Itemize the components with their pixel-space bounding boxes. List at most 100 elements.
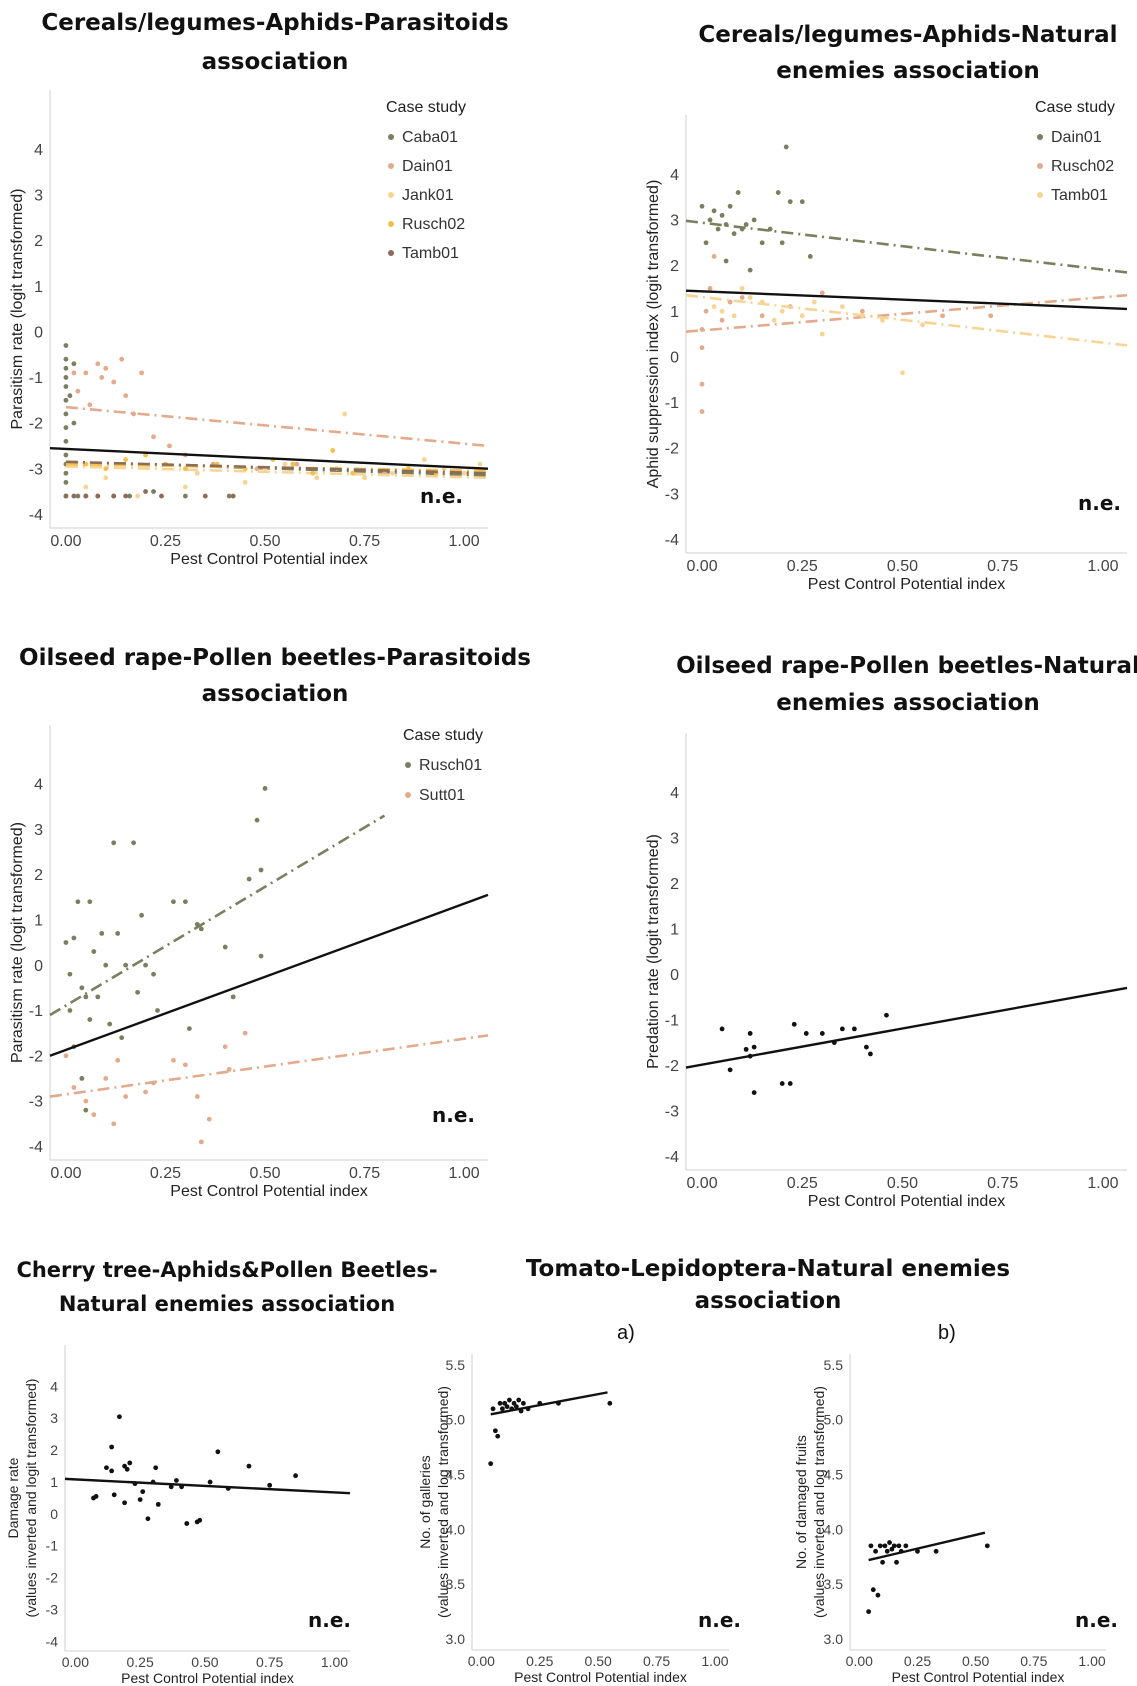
data-point bbox=[151, 434, 156, 440]
y-axis-label: Predation rate (logit transformed) bbox=[645, 834, 662, 1069]
x-tick-label: 0.75 bbox=[1020, 1653, 1047, 1669]
data-point bbox=[516, 1397, 522, 1403]
data-point bbox=[727, 1067, 733, 1073]
data-point bbox=[513, 1404, 519, 1410]
data-point bbox=[819, 1031, 825, 1036]
data-point bbox=[864, 1044, 869, 1050]
y-tick-label: -1 bbox=[665, 1012, 679, 1029]
x-tick-label: 0.75 bbox=[349, 1165, 380, 1182]
data-point bbox=[67, 393, 73, 399]
data-point bbox=[103, 1076, 109, 1081]
x-tick-label: 0.50 bbox=[585, 1653, 612, 1669]
data-point bbox=[258, 953, 264, 959]
data-point bbox=[350, 470, 356, 476]
data-point bbox=[751, 1044, 757, 1050]
data-point bbox=[63, 356, 69, 362]
data-point bbox=[267, 1482, 273, 1488]
y-tick-label: 3.5 bbox=[446, 1576, 466, 1592]
data-point bbox=[727, 203, 733, 209]
group-title-tomato-line2: association bbox=[695, 1288, 842, 1314]
legend-key bbox=[405, 762, 411, 768]
data-point bbox=[707, 285, 713, 291]
data-point bbox=[492, 1428, 498, 1434]
data-point bbox=[71, 420, 77, 426]
data-point bbox=[779, 240, 785, 246]
x-tick-label: 0.75 bbox=[643, 1653, 670, 1669]
data-point bbox=[759, 299, 765, 305]
x-tick-label: 0.50 bbox=[887, 1175, 918, 1192]
data-point bbox=[115, 1057, 121, 1063]
data-point bbox=[739, 226, 745, 232]
y-tick-label: -4 bbox=[665, 1149, 679, 1166]
x-tick-label: 0.75 bbox=[987, 1175, 1018, 1192]
y-tick-label: 2 bbox=[34, 867, 43, 884]
data-point bbox=[143, 1089, 148, 1095]
data-point bbox=[711, 304, 717, 310]
data-point bbox=[111, 1492, 117, 1498]
chart-title-line: Natural enemies association bbox=[59, 1292, 395, 1316]
data-point bbox=[775, 190, 781, 195]
data-point bbox=[215, 1449, 221, 1455]
data-point bbox=[123, 1094, 129, 1099]
data-point bbox=[122, 1463, 127, 1469]
data-point bbox=[167, 443, 172, 449]
data-point bbox=[67, 971, 73, 977]
data-point bbox=[153, 1465, 159, 1471]
y-tick-label: 1 bbox=[670, 921, 679, 938]
data-point bbox=[293, 1473, 298, 1479]
data-point bbox=[759, 240, 765, 246]
data-point bbox=[131, 840, 137, 846]
overall-fit-line bbox=[64, 1477, 351, 1495]
data-point bbox=[884, 1548, 890, 1554]
data-point bbox=[123, 393, 129, 399]
data-point bbox=[747, 1031, 753, 1036]
data-point bbox=[477, 461, 483, 467]
data-point bbox=[139, 912, 144, 918]
x-tick-label: 0.00 bbox=[50, 533, 81, 550]
data-point bbox=[87, 899, 93, 905]
data-point bbox=[71, 493, 77, 499]
data-point bbox=[83, 1098, 89, 1104]
data-point bbox=[71, 935, 77, 941]
data-point bbox=[171, 899, 176, 905]
y-tick-label: 5.5 bbox=[824, 1357, 844, 1373]
data-point bbox=[91, 949, 97, 954]
data-point bbox=[891, 1543, 897, 1549]
chart-title-line: Oilseed rape-Pollen beetles-Parasitoids bbox=[19, 645, 531, 671]
data-point bbox=[83, 1107, 89, 1113]
data-point bbox=[242, 479, 248, 485]
series-fit-line bbox=[685, 293, 1128, 334]
legend-key bbox=[388, 134, 394, 140]
data-point bbox=[723, 258, 729, 264]
data-point bbox=[787, 1081, 793, 1086]
legend-entry: Caba01 bbox=[402, 129, 458, 146]
data-point bbox=[799, 199, 805, 205]
data-point bbox=[194, 921, 200, 927]
data-point bbox=[246, 1463, 252, 1469]
y-tick-label: -3 bbox=[29, 461, 43, 478]
y-tick-label: -4 bbox=[46, 1633, 59, 1649]
data-point bbox=[242, 1030, 248, 1036]
x-tick-label: 0.75 bbox=[987, 558, 1018, 575]
panel-label: a) bbox=[617, 1322, 635, 1344]
data-point bbox=[207, 1479, 213, 1485]
data-point bbox=[779, 1081, 785, 1086]
data-point bbox=[95, 493, 101, 499]
data-point bbox=[282, 461, 288, 467]
x-axis-label: Pest Control Potential index bbox=[808, 1193, 1005, 1210]
data-point bbox=[731, 313, 737, 319]
data-point bbox=[787, 199, 793, 205]
chart-title-line: enemies association bbox=[776, 58, 1040, 84]
data-point bbox=[747, 295, 753, 300]
data-point bbox=[703, 308, 709, 314]
data-point bbox=[860, 313, 865, 319]
data-point bbox=[877, 1543, 883, 1549]
y-tick-label: 4 bbox=[670, 785, 679, 802]
ne-label: n.e. bbox=[698, 1608, 741, 1632]
data-point bbox=[896, 1543, 902, 1549]
y-tick-label: -3 bbox=[665, 486, 679, 503]
data-point bbox=[290, 461, 296, 467]
data-point bbox=[226, 493, 232, 499]
x-tick-label: 0.25 bbox=[526, 1653, 553, 1669]
ne-label: n.e. bbox=[308, 1608, 351, 1632]
